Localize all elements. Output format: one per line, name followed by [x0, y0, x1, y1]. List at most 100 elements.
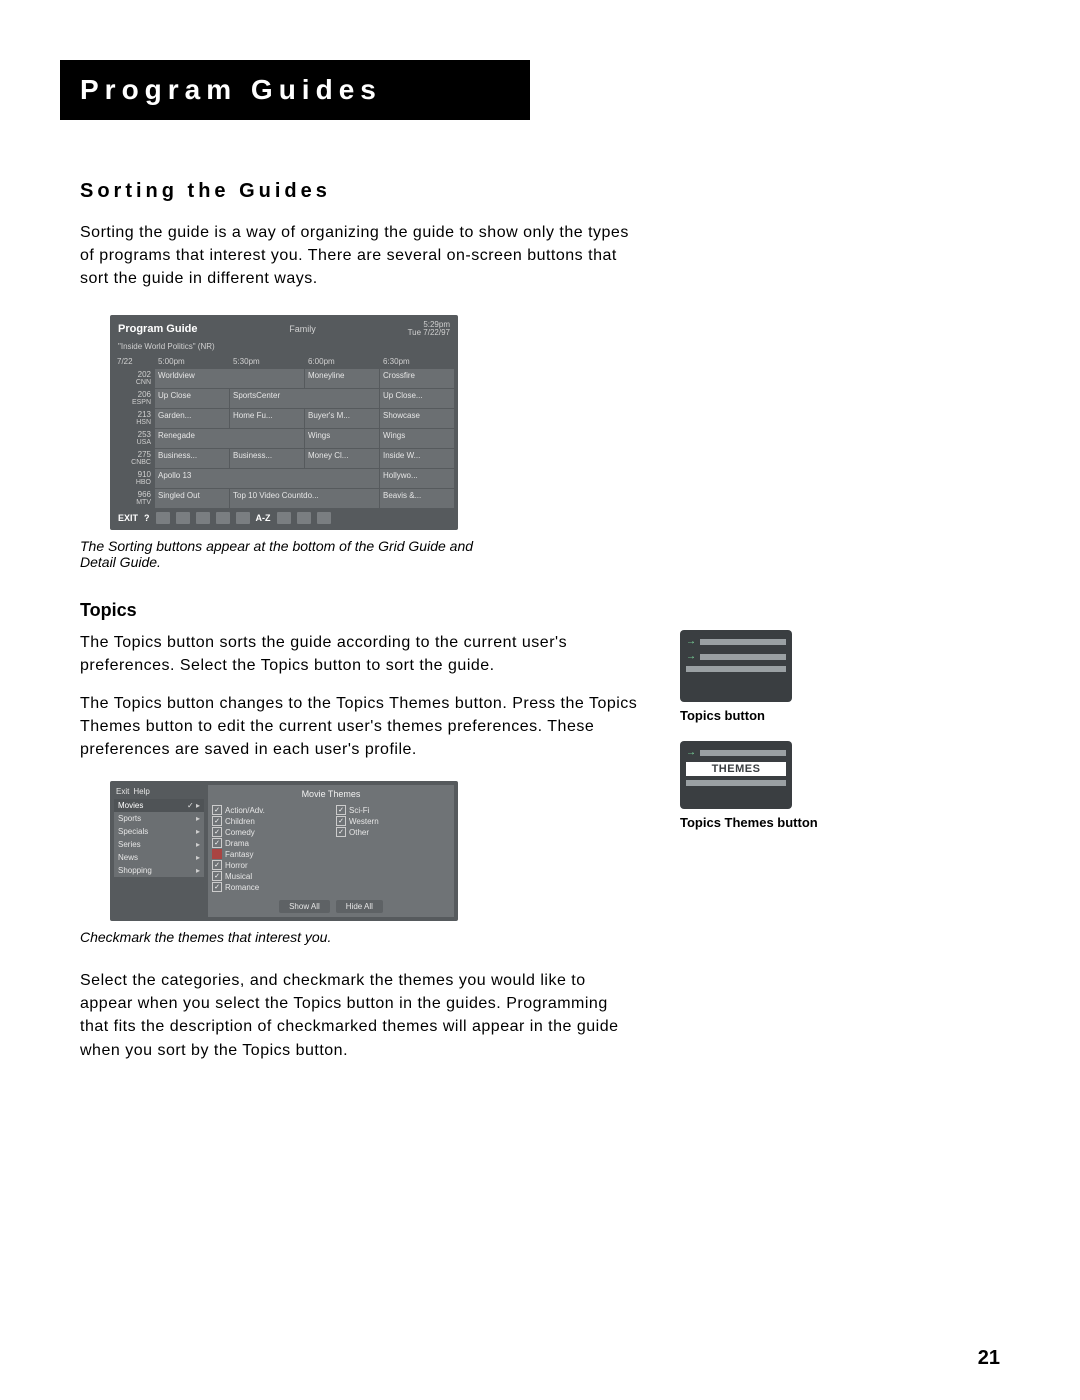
exit-button[interactable]: EXIT	[118, 513, 138, 523]
program-cell[interactable]: Wings	[305, 429, 379, 448]
program-guide-grid: 7/225:00pm5:30pm6:00pm6:30pm202CNNWorldv…	[114, 355, 454, 508]
pg-time-header: 5:00pm	[155, 355, 229, 368]
topics-themes-button-label: Topics Themes button	[680, 815, 900, 830]
theme-checkbox-item[interactable]: Horror	[212, 860, 326, 870]
program-guide-datetime: 5:29pm Tue 7/22/97	[408, 321, 450, 339]
theme-category[interactable]: News ▸	[114, 851, 204, 864]
theme-checkbox-item[interactable]: Sci-Fi	[336, 805, 450, 815]
topics-paragraph-3: Select the categories, and checkmark the…	[80, 969, 640, 1062]
program-cell[interactable]: Garden...	[155, 409, 229, 428]
channel-label: 206ESPN	[114, 389, 154, 408]
program-cell[interactable]: Showcase	[380, 409, 454, 428]
program-cell[interactable]: Beavis &...	[380, 489, 454, 508]
theme-category[interactable]: Movies✓ ▸	[114, 799, 204, 812]
topics-themes-button-icon: → THEMES	[680, 741, 792, 809]
arrow-icon: →	[686, 747, 696, 758]
satellite-icon[interactable]	[277, 512, 291, 524]
program-cell[interactable]: Crossfire	[380, 369, 454, 388]
pg-time-header: 6:30pm	[380, 355, 454, 368]
program-guide-toolbar: EXIT ? A-Z	[114, 508, 454, 524]
help-button[interactable]: Help	[133, 787, 149, 796]
sorting-heading: Sorting the Guides	[80, 180, 1000, 203]
program-cell[interactable]: Home Fu...	[230, 409, 304, 428]
cc-icon[interactable]	[297, 512, 311, 524]
page-title: Program Guides	[80, 74, 382, 105]
topics-button-label: Topics button	[680, 708, 900, 723]
program-cell[interactable]: Moneyline	[305, 369, 379, 388]
list-icon[interactable]	[156, 512, 170, 524]
down-icon[interactable]	[216, 512, 230, 524]
program-cell[interactable]: Up Close	[155, 389, 229, 408]
theme-checkbox-item[interactable]: Drama	[212, 838, 326, 848]
sorting-caption: The Sorting buttons appear at the bottom…	[80, 538, 480, 570]
program-guide-subtitle: "Inside World Politics" (NR)	[114, 342, 454, 355]
channel-label: 910HBO	[114, 469, 154, 488]
program-cell[interactable]: Business...	[230, 449, 304, 468]
program-cell[interactable]: Singled Out	[155, 489, 229, 508]
star-icon[interactable]	[176, 512, 190, 524]
az-sort-button[interactable]: A-Z	[256, 513, 271, 523]
show-all-button[interactable]: Show All	[279, 900, 330, 913]
menu-icon[interactable]	[317, 512, 331, 524]
sorting-paragraph: Sorting the guide is a way of organizing…	[80, 221, 640, 291]
program-cell[interactable]: Wings	[380, 429, 454, 448]
program-cell[interactable]: Top 10 Video Countdo...	[230, 489, 379, 508]
themes-left-header: Exit Help	[114, 785, 204, 798]
theme-checkbox-item	[336, 849, 450, 859]
page: Program Guides Sorting the Guides Sortin…	[0, 0, 1080, 1400]
theme-checkbox-item[interactable]: Western	[336, 816, 450, 826]
eye-icon[interactable]	[236, 512, 250, 524]
theme-checkbox-item[interactable]: Other	[336, 827, 450, 837]
theme-checkbox-item	[336, 860, 450, 870]
help-icon[interactable]: ?	[144, 513, 150, 523]
topics-paragraph-1: The Topics button sorts the guide accord…	[80, 631, 640, 677]
program-cell[interactable]: Money Cl...	[305, 449, 379, 468]
globe-icon[interactable]	[196, 512, 210, 524]
program-cell[interactable]: SportsCenter	[230, 389, 379, 408]
program-guide-title: Program Guide	[118, 323, 197, 335]
topics-button-icon: → →	[680, 630, 792, 702]
channel-label: 213HSN	[114, 409, 154, 428]
theme-checkbox-item[interactable]: Musical	[212, 871, 326, 881]
program-cell[interactable]: Worldview	[155, 369, 304, 388]
theme-category[interactable]: Specials ▸	[114, 825, 204, 838]
exit-button[interactable]: Exit	[116, 787, 129, 796]
program-cell[interactable]: Inside W...	[380, 449, 454, 468]
topics-paragraph-2: The Topics button changes to the Topics …	[80, 692, 640, 762]
pg-time: 5:29pm	[423, 320, 450, 329]
program-cell[interactable]: Up Close...	[380, 389, 454, 408]
program-cell[interactable]: Buyer's M...	[305, 409, 379, 428]
theme-checkbox-item	[336, 838, 450, 848]
theme-category[interactable]: Series ▸	[114, 838, 204, 851]
pg-time-header: 6:00pm	[305, 355, 379, 368]
themes-categories: Exit Help Movies✓ ▸Sports ▸Specials ▸Ser…	[114, 785, 204, 917]
theme-checkbox-item[interactable]: Comedy	[212, 827, 326, 837]
hide-all-button[interactable]: Hide All	[336, 900, 383, 913]
pg-date: Tue 7/22/97	[408, 328, 450, 337]
pg-date-column: 7/22	[114, 355, 154, 368]
program-cell[interactable]: Apollo 13	[155, 469, 379, 488]
program-cell[interactable]: Business...	[155, 449, 229, 468]
topics-heading: Topics	[80, 600, 1000, 621]
page-title-bar: Program Guides	[60, 60, 530, 120]
themes-checklist: Movie Themes Action/Adv. Sci-Fi Children We…	[208, 785, 454, 917]
theme-category[interactable]: Shopping ▸	[114, 864, 204, 877]
theme-checkbox-item[interactable]: Fantasy	[212, 849, 326, 859]
arrow-icon: →	[686, 636, 696, 647]
program-cell[interactable]: Hollywo...	[380, 469, 454, 488]
theme-checkbox-item[interactable]: Action/Adv.	[212, 805, 326, 815]
channel-label: 966MTV	[114, 489, 154, 508]
theme-checkbox-item[interactable]: Romance	[212, 882, 326, 892]
themes-title: Movie Themes	[212, 789, 450, 799]
channel-label: 253USA	[114, 429, 154, 448]
themes-icon-text: THEMES	[686, 762, 786, 776]
arrow-icon: →	[686, 651, 696, 662]
page-number: 21	[978, 1347, 1000, 1370]
theme-checkbox-item[interactable]: Children	[212, 816, 326, 826]
program-guide-category: Family	[289, 324, 316, 334]
themes-button-row: Show All Hide All	[212, 900, 450, 913]
program-guide-panel: Program Guide Family 5:29pm Tue 7/22/97 …	[110, 315, 458, 531]
program-cell[interactable]: Renegade	[155, 429, 304, 448]
program-guide-header: Program Guide Family 5:29pm Tue 7/22/97	[114, 319, 454, 343]
theme-category[interactable]: Sports ▸	[114, 812, 204, 825]
